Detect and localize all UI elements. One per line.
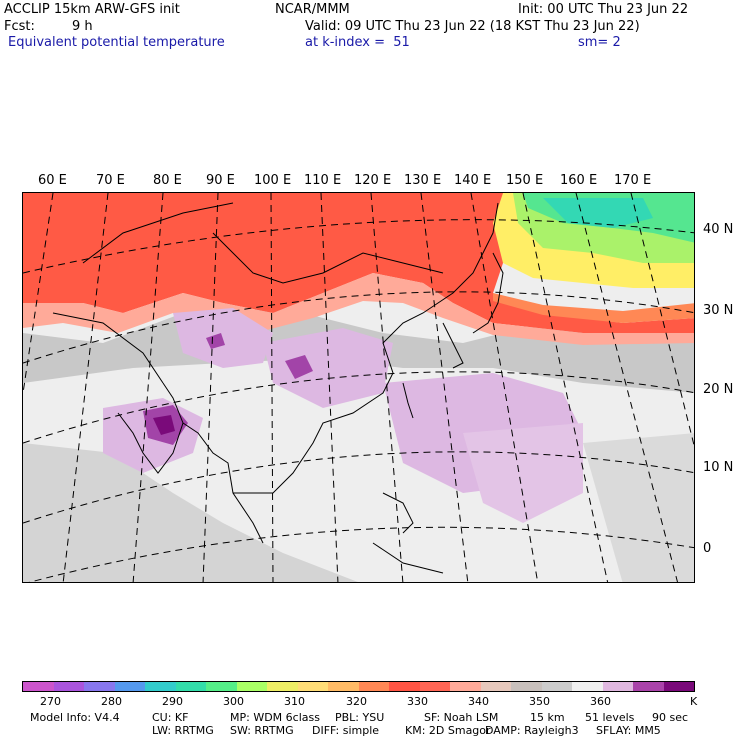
title-model: ACCLIP 15km ARW-GFS init bbox=[4, 2, 180, 17]
forecast-label: Fcst: bbox=[4, 19, 35, 34]
colorbar-tick: 310 bbox=[284, 695, 305, 708]
footer-pbl: PBL: YSU bbox=[335, 711, 385, 724]
colorbar-swatch bbox=[419, 682, 450, 691]
footer-res: 15 km bbox=[530, 711, 565, 724]
footer-cu: CU: KF bbox=[152, 711, 189, 724]
lat-label: 40 N bbox=[703, 222, 734, 237]
colorbar-swatch bbox=[23, 682, 54, 691]
colorbar-swatch bbox=[236, 682, 267, 691]
colorbar-swatch bbox=[267, 682, 298, 691]
colorbar-swatch bbox=[84, 682, 115, 691]
lon-label: 150 E bbox=[506, 173, 544, 188]
colorbar-swatch bbox=[480, 682, 511, 691]
footer-sf: SF: Noah LSM bbox=[424, 711, 499, 724]
colorbar-swatch bbox=[206, 682, 237, 691]
lat-label: 0 bbox=[703, 541, 712, 556]
lat-label: 30 N bbox=[703, 303, 734, 318]
colorbar-swatch bbox=[389, 682, 420, 691]
colorbar-swatch bbox=[297, 682, 328, 691]
colorbar-unit: K bbox=[690, 695, 698, 708]
colorbar-swatch bbox=[114, 682, 145, 691]
footer-dt: 90 sec bbox=[652, 711, 689, 724]
colorbar-swatch bbox=[328, 682, 359, 691]
lon-label: 110 E bbox=[304, 173, 342, 188]
footer-km: KM: 2D Smagor bbox=[405, 724, 491, 737]
lon-label: 170 E bbox=[614, 173, 652, 188]
colorbar-swatch bbox=[145, 682, 176, 691]
footer-diff: DIFF: simple bbox=[312, 724, 380, 737]
level-info: at k-index = 51 bbox=[305, 35, 410, 50]
colorbar-swatch bbox=[663, 682, 694, 691]
footer-sflay: SFLAY: MM5 bbox=[596, 724, 661, 737]
colorbar-swatch bbox=[541, 682, 572, 691]
lon-label: 130 E bbox=[404, 173, 442, 188]
lon-label: 120 E bbox=[354, 173, 392, 188]
lon-label: 140 E bbox=[454, 173, 492, 188]
colorbar-tick: 330 bbox=[407, 695, 428, 708]
theta-e-field bbox=[23, 193, 694, 582]
footer-sw: SW: RRTMG bbox=[230, 724, 294, 737]
colorbar-swatch bbox=[572, 682, 603, 691]
colorbar-swatch bbox=[358, 682, 389, 691]
colorbar-tick: 270 bbox=[40, 695, 61, 708]
forecast-hours: 9 h bbox=[72, 19, 93, 34]
lon-label: 160 E bbox=[560, 173, 598, 188]
footer-model: Model Info: V4.4 bbox=[30, 711, 120, 724]
colorbar-swatch bbox=[602, 682, 633, 691]
footer-mp: MP: WDM 6class bbox=[230, 711, 320, 724]
colorbar-tick: 350 bbox=[529, 695, 550, 708]
colorbar-swatch bbox=[511, 682, 542, 691]
lon-label: 90 E bbox=[206, 173, 235, 188]
valid-time: Valid: 09 UTC Thu 23 Jun 22 (18 KST Thu … bbox=[305, 19, 640, 34]
lon-label: 60 E bbox=[38, 173, 67, 188]
colorbar-tick: 300 bbox=[223, 695, 244, 708]
lat-label: 20 N bbox=[703, 382, 734, 397]
footer-lw: LW: RRTMG bbox=[152, 724, 214, 737]
colorbar-tick: 320 bbox=[346, 695, 367, 708]
footer-damp: DAMP: Rayleigh3 bbox=[485, 724, 579, 737]
colorbar-tick: 280 bbox=[101, 695, 122, 708]
lon-label: 80 E bbox=[153, 173, 182, 188]
lon-label: 70 E bbox=[96, 173, 125, 188]
colorbar bbox=[22, 681, 695, 692]
colorbar-swatch bbox=[450, 682, 481, 691]
title-org: NCAR/MMM bbox=[275, 2, 350, 17]
smoothing-info: sm= 2 bbox=[578, 35, 621, 50]
colorbar-swatch bbox=[53, 682, 84, 691]
colorbar-tick: 360 bbox=[590, 695, 611, 708]
lat-label: 10 N bbox=[703, 460, 734, 475]
colorbar-swatch bbox=[633, 682, 664, 691]
map-panel bbox=[22, 192, 695, 583]
title-init: Init: 00 UTC Thu 23 Jun 22 bbox=[518, 2, 689, 17]
colorbar-tick: 340 bbox=[468, 695, 489, 708]
lon-label: 100 E bbox=[254, 173, 292, 188]
footer-levels: 51 levels bbox=[585, 711, 635, 724]
field-name: Equivalent potential temperature bbox=[8, 35, 225, 50]
colorbar-swatch bbox=[175, 682, 206, 691]
colorbar-tick: 290 bbox=[162, 695, 183, 708]
